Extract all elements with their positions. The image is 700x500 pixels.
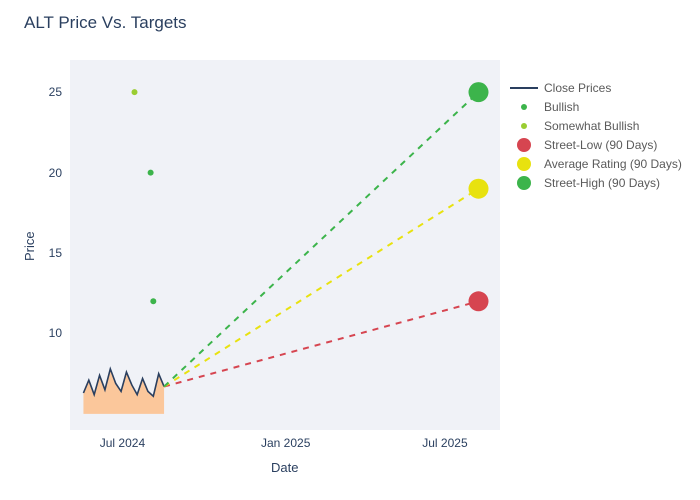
legend-marker	[510, 87, 538, 89]
legend-item[interactable]: Bullish	[510, 97, 682, 116]
target-marker-avg	[469, 179, 489, 199]
legend-label: Average Rating (90 Days)	[544, 157, 682, 171]
y-tick-label: 20	[49, 166, 62, 180]
legend-marker	[510, 104, 538, 110]
target-marker-low	[469, 291, 489, 311]
somewhat_bullish-point	[132, 89, 138, 95]
legend-marker	[510, 138, 538, 152]
legend-marker	[510, 176, 538, 190]
x-tick-label: Jul 2024	[100, 436, 145, 450]
target-marker-high	[469, 82, 489, 102]
legend-item[interactable]: Average Rating (90 Days)	[510, 154, 682, 173]
bullish-point	[150, 298, 156, 304]
target-line-high	[164, 92, 478, 386]
y-axis-label: Price	[22, 231, 37, 261]
legend: Close Prices Bullish Somewhat Bullish Stree…	[510, 78, 682, 192]
bullish-point	[148, 170, 154, 176]
legend-item[interactable]: Street-Low (90 Days)	[510, 135, 682, 154]
x-tick-label: Jan 2025	[261, 436, 310, 450]
x-tick-label: Jul 2025	[422, 436, 467, 450]
plot-svg	[0, 0, 700, 500]
legend-label: Close Prices	[544, 81, 611, 95]
legend-marker	[510, 157, 538, 171]
legend-item[interactable]: Street-High (90 Days)	[510, 173, 682, 192]
legend-item[interactable]: Close Prices	[510, 78, 682, 97]
y-tick-label: 15	[49, 246, 62, 260]
legend-item[interactable]: Somewhat Bullish	[510, 116, 682, 135]
target-line-avg	[164, 189, 478, 387]
legend-label: Street-High (90 Days)	[544, 176, 660, 190]
legend-marker	[510, 123, 538, 129]
target-line-low	[164, 301, 478, 386]
y-tick-label: 10	[49, 326, 62, 340]
legend-label: Street-Low (90 Days)	[544, 138, 657, 152]
legend-label: Bullish	[544, 100, 579, 114]
y-tick-label: 25	[49, 85, 62, 99]
legend-label: Somewhat Bullish	[544, 119, 639, 133]
x-axis-label: Date	[271, 460, 298, 475]
